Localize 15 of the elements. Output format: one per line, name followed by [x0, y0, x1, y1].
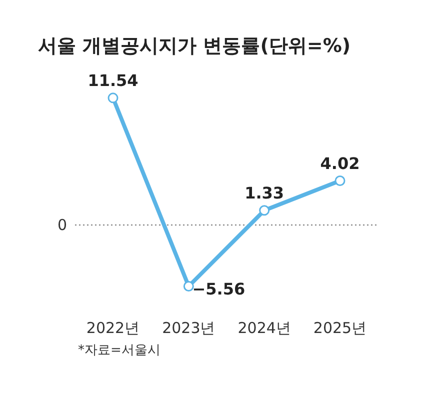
point	[108, 92, 118, 104]
x-label: 2023년	[162, 319, 216, 337]
data-label: 1.33	[244, 183, 284, 202]
x-label: 2024년	[238, 319, 291, 337]
point	[334, 176, 346, 186]
annotation: *자료=서울시	[78, 343, 160, 358]
point	[259, 205, 270, 216]
data-label: −5.56	[192, 279, 246, 298]
x-label: 2022년	[86, 319, 140, 337]
x-label: 2025년	[313, 319, 367, 337]
ref-line-label: 0	[57, 216, 67, 234]
title: 서울 개별공시지가 변동률(단위=%)	[38, 35, 351, 57]
data-label: 4.02	[320, 154, 360, 173]
point	[183, 281, 194, 292]
data-label: 11.54	[88, 70, 138, 90]
